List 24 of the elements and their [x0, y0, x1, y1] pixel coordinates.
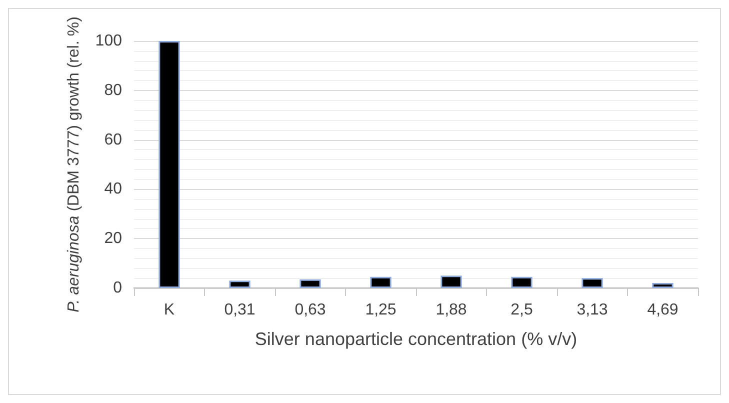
y-tick-label: 40 [104, 180, 122, 198]
bar [511, 276, 532, 288]
bar [229, 280, 250, 288]
x-tick-label: K [164, 302, 175, 318]
bar [300, 279, 321, 288]
x-tick-label: 1,25 [365, 302, 396, 318]
y-tick-label: 20 [104, 230, 122, 248]
x-tick-label: 3,13 [576, 302, 608, 318]
x-tick-label: 2,5 [510, 302, 533, 318]
bar [582, 278, 603, 288]
x-axis-title: Silver nanoparticle concentration (% v/v) [254, 329, 578, 349]
bar [440, 276, 462, 288]
y-axis-title: P. aeruginosa (DBM 3777) growth (rel. %) [66, 16, 82, 312]
bar [158, 41, 180, 288]
y-tick-label: 80 [104, 82, 122, 99]
y-tick-label: 0 [113, 280, 122, 296]
y-tick-label: 100 [95, 32, 122, 50]
x-tick-label: 4,69 [647, 302, 678, 318]
bar [652, 283, 674, 288]
x-tick-label: 0,31 [224, 302, 256, 318]
x-tick-label: 0,63 [294, 302, 326, 318]
y-tick-label: 60 [104, 131, 122, 148]
bar [370, 276, 392, 288]
x-tick-label: 1,88 [436, 302, 467, 318]
